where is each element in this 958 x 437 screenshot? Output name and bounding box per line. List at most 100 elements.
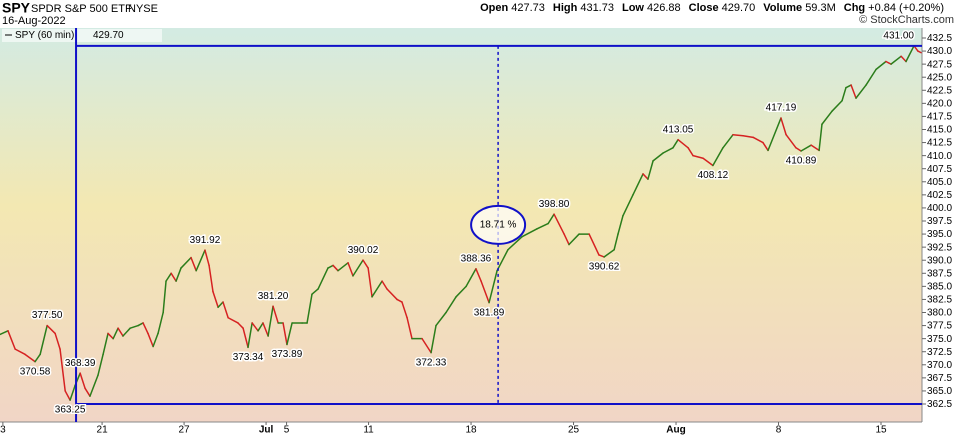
price-segment	[195, 249, 206, 272]
quote-value: +0.84 (+0.20%)	[868, 2, 944, 14]
quote-value: 427.73	[511, 2, 545, 14]
price-segment	[137, 322, 144, 327]
price-segment	[34, 353, 41, 363]
y-tick-label: 385.0	[927, 282, 952, 293]
price-segment	[306, 293, 313, 324]
y-tick-label: 372.5	[927, 347, 952, 358]
price-segment	[647, 160, 654, 180]
price-segment	[598, 254, 605, 258]
price-segment	[465, 268, 477, 288]
measure-label: 18.71 %	[480, 220, 517, 231]
price-segment	[381, 280, 388, 290]
y-tick-label: 412.5	[927, 138, 952, 149]
legend-label: SPY (60 min)	[15, 30, 74, 41]
y-tick-label: 367.5	[927, 373, 952, 384]
price-segment	[337, 262, 349, 272]
price-segment	[180, 256, 192, 269]
point-label: 410.89	[786, 156, 817, 167]
price-segment	[64, 390, 71, 401]
price-segment	[821, 110, 833, 126]
point-label: 370.58	[20, 366, 51, 377]
point-label: 363.25	[55, 405, 86, 416]
y-tick-label: 400.0	[927, 203, 952, 214]
price-segment	[247, 322, 253, 349]
price-segment	[162, 280, 167, 314]
price-segment	[672, 138, 679, 149]
y-tick-label: 392.5	[927, 242, 952, 253]
price-segment	[24, 353, 36, 363]
price-segment	[217, 301, 224, 309]
price-segment	[831, 99, 843, 112]
price-segment	[702, 157, 714, 167]
measure-ellipse	[470, 204, 527, 245]
price-segment	[430, 324, 437, 354]
x-tick-label: 5	[284, 425, 290, 436]
price-segment	[810, 144, 820, 152]
price-segment	[617, 215, 624, 235]
y-tick-label: 377.5	[927, 321, 952, 332]
price-segment	[742, 135, 754, 139]
price-segment	[396, 298, 403, 303]
price-segment	[890, 55, 902, 65]
x-tick-label: 18	[465, 425, 477, 436]
y-tick-label: 420.0	[927, 98, 952, 109]
price-segment	[521, 228, 538, 238]
y-tick-label: 402.5	[927, 190, 952, 201]
y-tick-label: 397.5	[927, 216, 952, 227]
price-segment	[14, 348, 26, 356]
price-segment	[875, 60, 887, 71]
price-segment	[642, 173, 649, 180]
quote-label: Open	[480, 2, 509, 14]
price-segment	[79, 372, 86, 390]
x-tick-label: 15	[875, 425, 887, 436]
price-segment	[917, 50, 922, 54]
x-tick-label: 25	[568, 425, 580, 436]
price-segment	[175, 267, 182, 282]
price-segment	[347, 262, 354, 277]
price-segment	[39, 324, 48, 356]
point-label: 408.12	[698, 170, 729, 181]
price-segment	[190, 256, 197, 272]
price-segment	[332, 264, 339, 272]
price-segment	[89, 374, 99, 397]
price-segment	[712, 147, 724, 167]
y-tick-label: 417.5	[927, 112, 952, 123]
point-label: 431.00	[883, 30, 914, 41]
price-segment	[850, 84, 857, 99]
price-segment	[677, 138, 689, 149]
price-segment	[142, 322, 149, 335]
price-segment	[122, 327, 131, 337]
price-segment	[107, 332, 114, 340]
price-segment	[905, 45, 915, 63]
price-segment	[553, 213, 565, 235]
point-label: 381.20	[258, 291, 289, 302]
y-tick-label: 427.5	[927, 59, 952, 70]
point-label: 417.19	[766, 103, 797, 114]
price-segment	[222, 301, 229, 319]
x-tick-label: Jul	[259, 425, 274, 436]
price-segment	[165, 272, 172, 282]
point-label: 372.33	[416, 357, 447, 368]
price-segment	[818, 123, 823, 152]
price-segment	[435, 311, 447, 327]
price-segment	[662, 147, 674, 154]
quote-label: Volume	[763, 2, 803, 14]
price-segment	[785, 133, 797, 149]
price-segment	[102, 332, 109, 356]
x-tick-label: 3	[0, 425, 6, 436]
y-tick-label: 362.5	[927, 399, 952, 410]
price-segment	[84, 387, 91, 397]
price-segment	[445, 296, 457, 314]
quote-bar: Open 427.73 High 431.73 Low 426.88 Close 429.70…	[480, 2, 952, 14]
price-segment	[762, 141, 769, 152]
price-segment	[286, 322, 293, 346]
price-segment	[242, 327, 249, 349]
y-tick-label: 380.0	[927, 308, 952, 319]
y-tick-label: 432.5	[927, 33, 952, 44]
price-segment	[845, 84, 852, 89]
quote-label: Low	[621, 2, 644, 14]
legend-value: 429.70	[93, 30, 124, 41]
price-segment	[455, 285, 467, 298]
price-segment	[112, 327, 119, 340]
price-segment	[386, 288, 398, 301]
